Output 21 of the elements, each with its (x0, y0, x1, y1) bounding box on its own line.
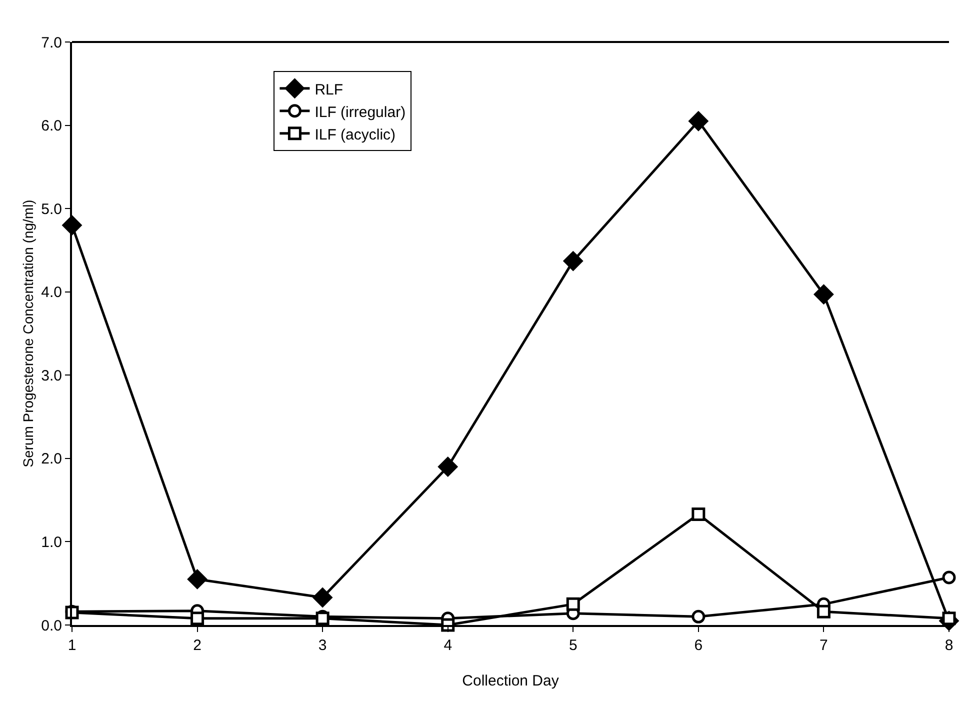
x-tick-label: 8 (944, 637, 954, 654)
x-tick-label: 3 (318, 637, 327, 654)
legend-label: ILF (acyclic) (314, 126, 396, 144)
x-tick-label: 4 (444, 637, 452, 654)
x-tick-label: 2 (193, 637, 202, 654)
y-axis-title: Serum Progesterone Concentration (ng/ml) (20, 200, 36, 468)
y-tick-label: 6.0 (41, 118, 62, 135)
x-tick-label: 5 (568, 637, 578, 654)
y-tick-label: 2.0 (41, 450, 62, 468)
y-tick-label: 1.0 (41, 534, 62, 551)
legend-label: ILF (irregular) (314, 104, 406, 121)
y-tick-label: 0.0 (41, 617, 62, 634)
x-tick-label: 7 (820, 637, 828, 654)
legend-label: RLF (314, 81, 344, 98)
x-tick-label: 1 (68, 637, 76, 654)
y-tick-label: 3.0 (41, 367, 62, 384)
x-axis-title: Collection Day (462, 672, 560, 690)
x-tick-label: 6 (694, 637, 703, 654)
y-tick-label: 4.0 (41, 284, 62, 302)
y-tick-label: 5.0 (41, 200, 62, 218)
y-tick-label: 7.0 (41, 34, 62, 52)
